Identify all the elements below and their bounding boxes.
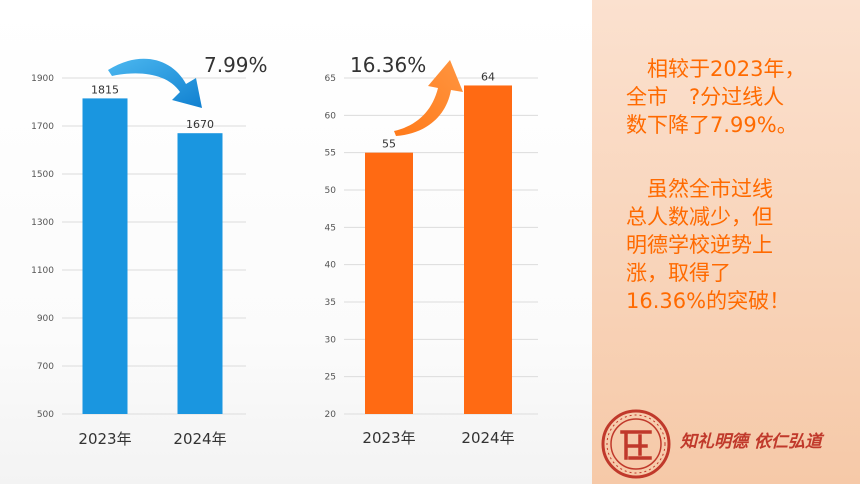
- summary-line: 数下降了7.99%。: [626, 113, 798, 137]
- y-tick-label: 1500: [31, 170, 54, 180]
- y-tick-label: 1300: [31, 218, 54, 228]
- y-tick-label: 500: [37, 410, 54, 420]
- summary-line: 涨，取得了: [626, 261, 731, 285]
- summary-line: 16.36%的突破！: [626, 289, 791, 313]
- chart-district-pass-count: 500 700 900 1100 1300 1500 1700 1900 1815 2023年 16…: [31, 53, 267, 448]
- summary-line: 明德学校逆势上: [626, 233, 773, 257]
- x-category-label: 2023年: [362, 429, 415, 447]
- x-category-label: 2024年: [173, 430, 226, 448]
- school-motto: 知礼明德 依仁弘道: [680, 432, 822, 452]
- bar-charts: 500 700 900 1100 1300 1500 1700 1900 1815 2023年 16…: [31, 53, 538, 448]
- change-percentage-label: 7.99%: [204, 53, 268, 77]
- y-tick-label: 25: [325, 373, 336, 383]
- y-tick-label: 30: [325, 335, 337, 345]
- bar: [177, 133, 223, 414]
- school-seal-icon: [601, 409, 671, 479]
- bar: [464, 85, 512, 414]
- down-arrow-icon: [108, 58, 202, 108]
- summary-line: 全市 ?分过线人: [626, 85, 785, 109]
- y-tick-label: 45: [325, 223, 336, 233]
- y-tick-label: 700: [37, 362, 54, 372]
- summary-line: 相较于2023年，: [626, 57, 806, 81]
- up-arrow-icon: [394, 60, 463, 136]
- y-tick-label: 1100: [31, 266, 54, 276]
- y-tick-label: 1900: [31, 74, 54, 84]
- y-tick-label: 1700: [31, 122, 54, 132]
- y-tick-label: 50: [325, 186, 337, 196]
- y-tick-label: 40: [325, 261, 337, 271]
- chart-area: 500 700 900 1100 1300 1500 1700 1900 1815 2023年 16…: [31, 53, 538, 448]
- change-percentage-label: 16.36%: [350, 53, 426, 77]
- y-tick-label: 55: [325, 149, 336, 159]
- summary-paragraph-school: 虽然全市过线 总人数减少，但 明德学校逆势上 涨，取得了 16.36%的突破！: [626, 175, 846, 315]
- x-category-label: 2023年: [78, 430, 131, 448]
- summary-line: 虽然全市过线: [626, 177, 773, 201]
- bar: [82, 98, 128, 415]
- y-tick-label: 900: [37, 314, 54, 324]
- bar: [365, 152, 413, 414]
- data-label: 64: [481, 70, 495, 83]
- chart-school-pass-count: 20 25 30 35 40 45 50 55 60 65 55 2023年 64 2024年 16.36%: [325, 53, 538, 447]
- data-label: 1670: [186, 118, 214, 131]
- y-tick-label: 60: [325, 111, 337, 121]
- y-tick-label: 20: [325, 410, 337, 420]
- summary-paragraph-district: 相较于2023年， 全市 ?分过线人 数下降了7.99%。: [626, 55, 846, 139]
- y-tick-label: 35: [325, 298, 336, 308]
- summary-panel: 相较于2023年， 全市 ?分过线人 数下降了7.99%。 虽然全市过线 总人数…: [592, 0, 860, 484]
- x-category-label: 2024年: [461, 429, 514, 447]
- summary-line: 总人数减少，但: [626, 205, 773, 229]
- data-label: 55: [382, 138, 396, 151]
- data-label: 1815: [91, 83, 119, 96]
- y-tick-label: 65: [325, 74, 336, 84]
